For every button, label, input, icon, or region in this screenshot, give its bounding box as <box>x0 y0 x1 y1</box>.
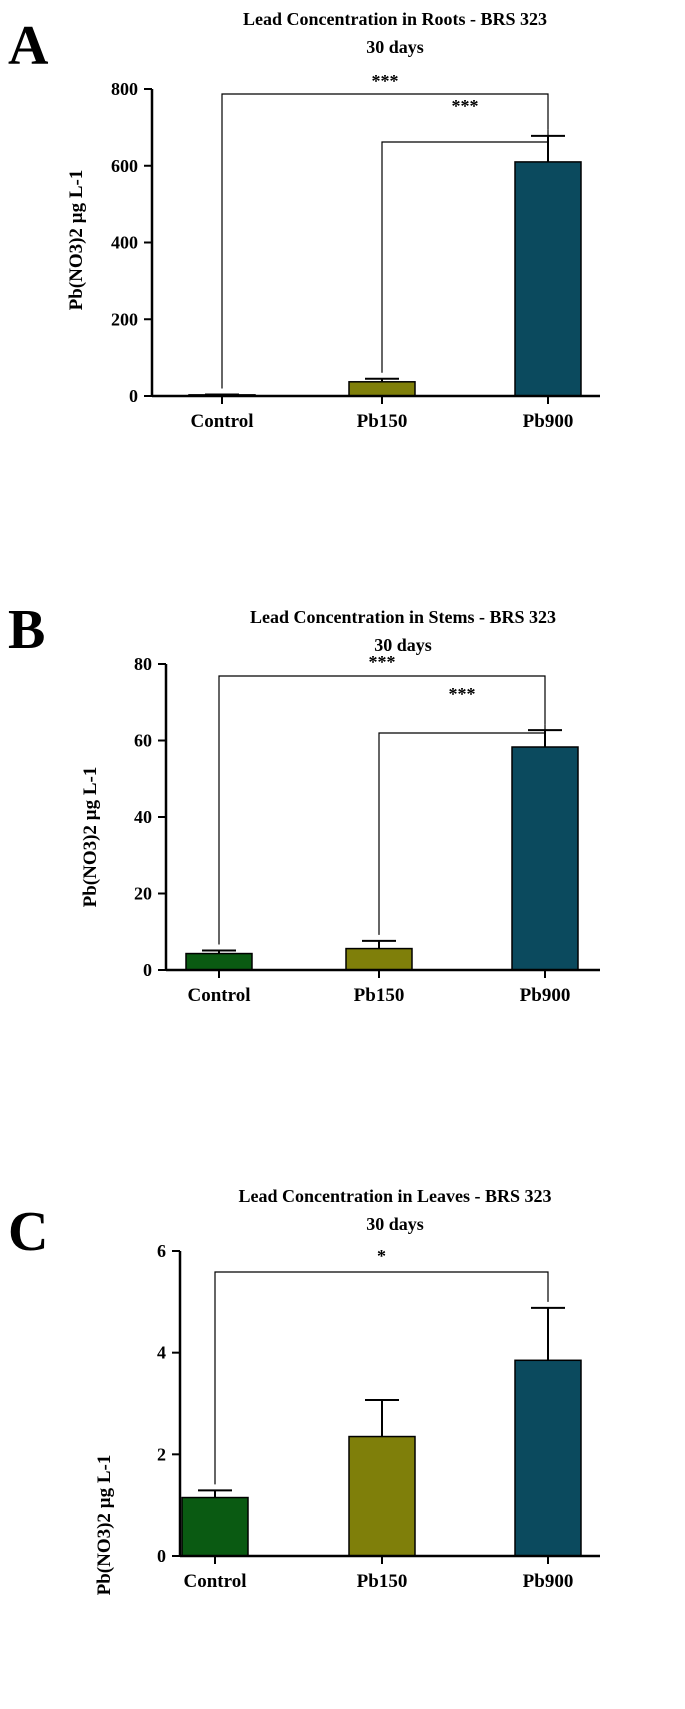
significance-label: *** <box>452 96 479 116</box>
significance-bracket <box>378 724 546 935</box>
significance-bracket <box>218 675 546 945</box>
bar <box>348 1435 416 1557</box>
x-tick-label: Pb900 <box>520 985 571 1006</box>
panel-c: C Lead Concentration in Leaves - BRS 323… <box>8 1186 600 1595</box>
y-tick-label: 0 <box>129 386 138 406</box>
significance-label: *** <box>369 652 396 672</box>
bar <box>514 161 582 397</box>
x-tick-label: Pb900 <box>523 1571 574 1592</box>
significance-label: * <box>377 1246 386 1266</box>
bar <box>514 1359 582 1557</box>
significance-bracket <box>221 93 549 389</box>
y-axis-label: Pb(NO3)2 µg L-1 <box>80 767 101 908</box>
y-tick-label: 40 <box>134 807 152 827</box>
bar <box>348 381 416 397</box>
bar <box>511 746 579 971</box>
y-tick-label: 60 <box>134 731 152 751</box>
y-tick-label: 0 <box>143 960 152 980</box>
panel-letter: C <box>8 1201 48 1263</box>
panel-a: A Lead Concentration in Roots - BRS 323 … <box>8 9 600 432</box>
y-tick-label: 0 <box>157 1546 166 1566</box>
bar <box>345 947 413 971</box>
x-tick-label: Pb150 <box>357 1571 408 1592</box>
x-tick-label: Control <box>188 985 251 1006</box>
plot-area: Control Pb150 Pb900 0 2 4 6 * <box>157 1241 600 1592</box>
y-tick-label: 20 <box>134 884 152 904</box>
plot-area: Control Pb150 Pb900 0 20 40 60 80 *** *** <box>134 652 600 1006</box>
bar <box>181 1496 249 1557</box>
significance-label: *** <box>449 684 476 704</box>
bar <box>185 952 253 971</box>
y-tick-label: 600 <box>111 156 138 176</box>
y-axis-label: Pb(NO3)2 µg L-1 <box>66 170 87 311</box>
y-tick-label: 80 <box>134 654 152 674</box>
y-tick-label: 4 <box>157 1343 166 1363</box>
y-tick-label: 200 <box>111 309 138 329</box>
x-tick-label: Control <box>184 1571 247 1592</box>
y-tick-label: 2 <box>157 1444 166 1464</box>
significance-bracket <box>381 129 549 373</box>
chart-title: Lead Concentration in Leaves - BRS 323 <box>238 1186 551 1206</box>
x-tick-label: Pb150 <box>354 985 405 1006</box>
chart-title: Lead Concentration in Stems - BRS 323 <box>250 607 556 627</box>
x-tick-label: Pb150 <box>357 411 408 432</box>
panel-letter: A <box>8 15 49 77</box>
significance-label: *** <box>372 71 399 91</box>
y-tick-label: 6 <box>157 1241 166 1261</box>
significance-bracket <box>214 1271 549 1485</box>
y-axis-label: Pb(NO3)2 µg L-1 <box>94 1455 115 1596</box>
chart-subtitle: 30 days <box>366 37 424 57</box>
x-tick-label: Pb900 <box>523 411 574 432</box>
chart-subtitle: 30 days <box>374 635 432 655</box>
plot-area: Control Pb150 Pb900 0 200 400 600 800 *** *** <box>111 71 600 432</box>
panel-b: B Lead Concentration in Stems - BRS 323 … <box>8 599 600 1006</box>
y-tick-label: 800 <box>111 79 138 99</box>
y-tick-label: 400 <box>111 233 138 253</box>
x-tick-label: Control <box>191 411 254 432</box>
chart-title: Lead Concentration in Roots - BRS 323 <box>243 9 547 29</box>
panel-letter: B <box>8 599 45 661</box>
chart-subtitle: 30 days <box>366 1214 424 1234</box>
